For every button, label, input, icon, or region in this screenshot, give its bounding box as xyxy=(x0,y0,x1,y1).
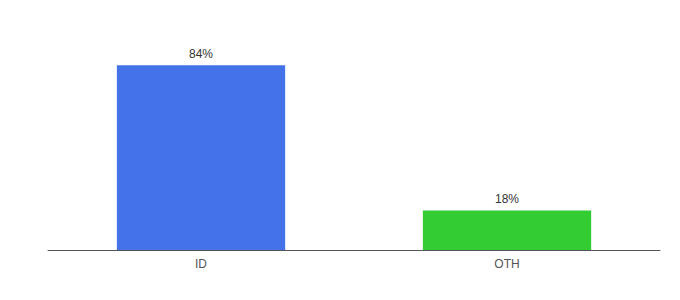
svg-text:OTH: OTH xyxy=(494,257,519,271)
svg-text:84%: 84% xyxy=(189,47,213,61)
svg-text:ID: ID xyxy=(195,257,207,271)
svg-text:18%: 18% xyxy=(495,192,519,206)
